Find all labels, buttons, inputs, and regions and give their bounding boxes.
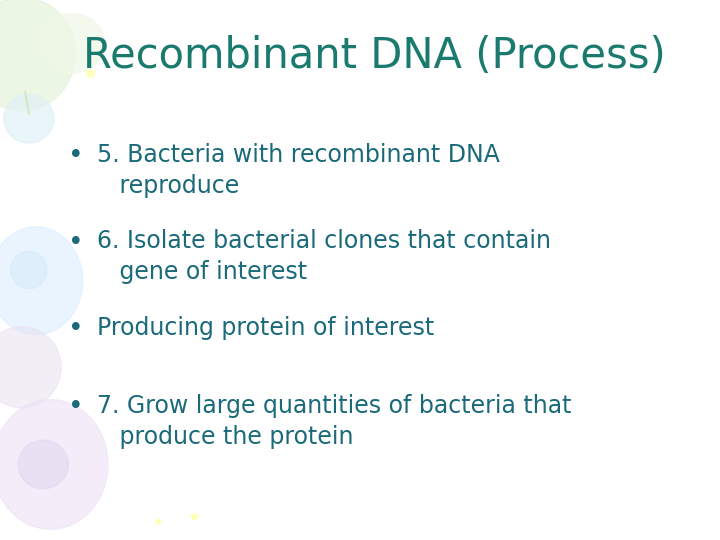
Text: •: • bbox=[68, 316, 84, 342]
Text: •: • bbox=[68, 394, 84, 420]
Text: 5. Bacteria with recombinant DNA
   reproduce: 5. Bacteria with recombinant DNA reprodu… bbox=[97, 143, 500, 198]
Ellipse shape bbox=[11, 251, 47, 289]
Text: 7. Grow large quantities of bacteria that
   produce the protein: 7. Grow large quantities of bacteria tha… bbox=[97, 394, 572, 449]
Text: 6. Isolate bacterial clones that contain
   gene of interest: 6. Isolate bacterial clones that contain… bbox=[97, 230, 552, 284]
Ellipse shape bbox=[0, 227, 83, 335]
Ellipse shape bbox=[18, 440, 68, 489]
Ellipse shape bbox=[40, 14, 104, 73]
Text: •: • bbox=[68, 143, 84, 169]
Ellipse shape bbox=[0, 400, 108, 529]
Ellipse shape bbox=[0, 327, 61, 408]
Ellipse shape bbox=[0, 0, 76, 111]
Text: •: • bbox=[68, 230, 84, 255]
Text: Producing protein of interest: Producing protein of interest bbox=[97, 316, 434, 340]
Ellipse shape bbox=[4, 94, 54, 143]
Text: Recombinant DNA (Process): Recombinant DNA (Process) bbox=[83, 35, 665, 77]
